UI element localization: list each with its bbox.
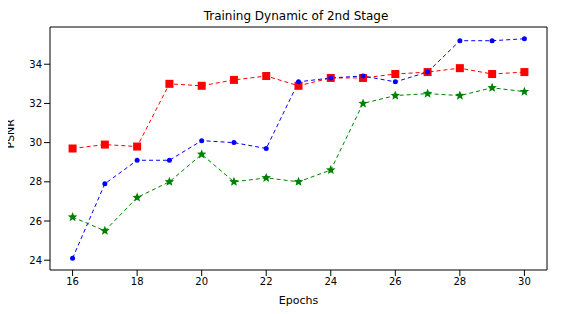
svg-text:22: 22 <box>260 276 273 287</box>
svg-text:28: 28 <box>453 276 466 287</box>
svg-text:24: 24 <box>324 276 337 287</box>
svg-text:18: 18 <box>131 276 144 287</box>
svg-text:26: 26 <box>389 276 402 287</box>
svg-text:20: 20 <box>195 276 208 287</box>
svg-text:28: 28 <box>29 176 42 187</box>
svg-text:PSNR: PSNR <box>8 119 17 149</box>
svg-text:26: 26 <box>29 216 42 227</box>
svg-text:30: 30 <box>518 276 531 287</box>
svg-text:16: 16 <box>66 276 79 287</box>
svg-text:34: 34 <box>29 59 42 70</box>
svg-text:Epochs: Epochs <box>279 294 319 306</box>
svg-text:24: 24 <box>29 255 42 266</box>
html-text:Training Dynamic of 2nd Stage: Training Dynamic of 2nd Stage <box>203 9 389 23</box>
svg-text:32: 32 <box>29 98 42 109</box>
svg-text:30: 30 <box>29 137 42 148</box>
